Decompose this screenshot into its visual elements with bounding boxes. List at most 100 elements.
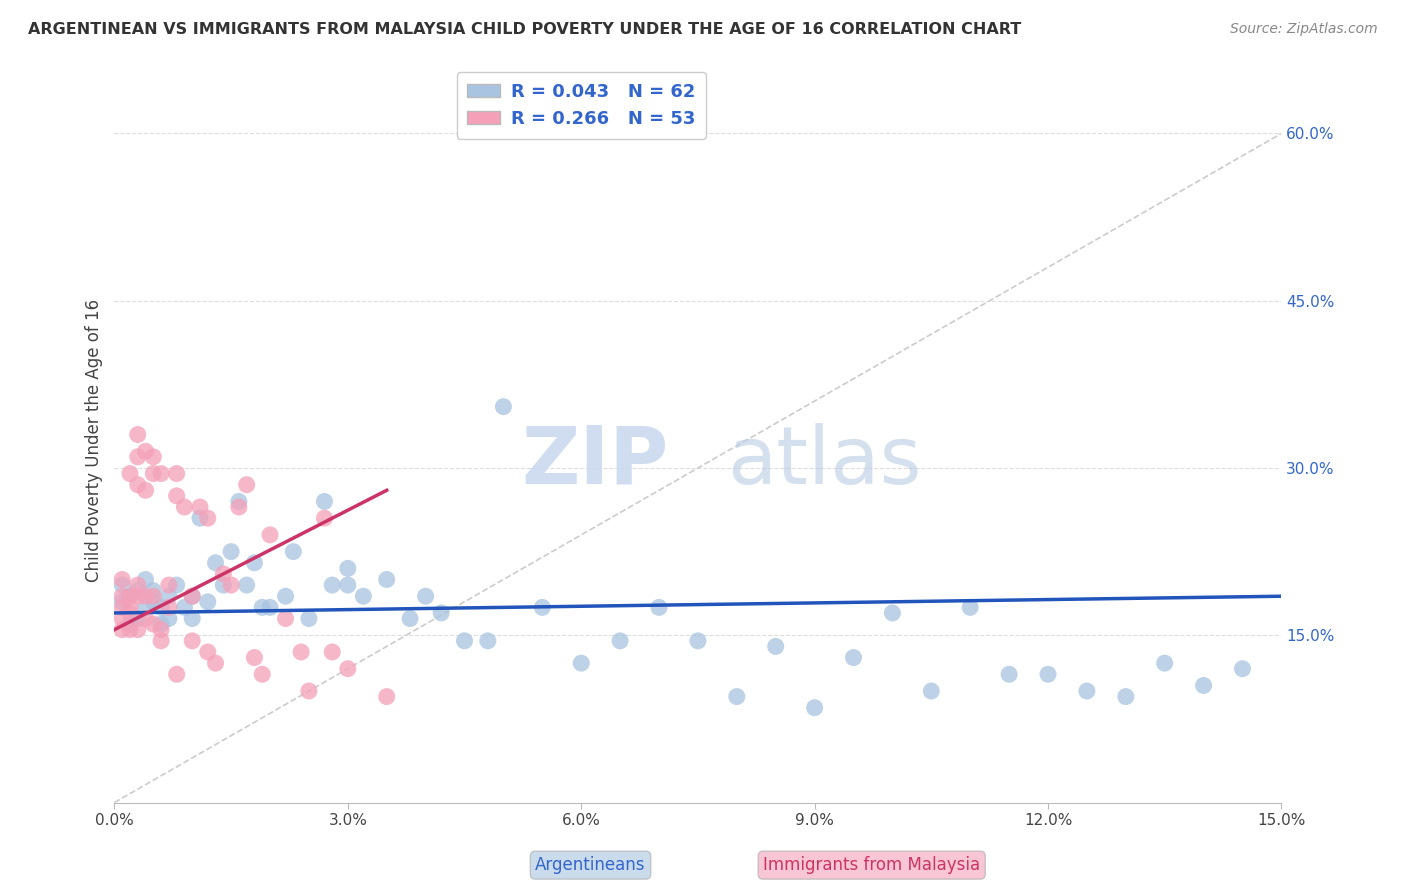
Point	[166, 667, 188, 681]
Point	[1192, 678, 1215, 692]
Point	[142, 467, 165, 481]
Point	[135, 573, 157, 587]
Point	[1232, 662, 1254, 676]
Point	[243, 556, 266, 570]
Point	[142, 450, 165, 464]
Point	[569, 656, 592, 670]
Point	[150, 623, 173, 637]
Point	[127, 427, 149, 442]
Point	[204, 656, 226, 670]
Point	[765, 640, 787, 654]
Point	[648, 600, 671, 615]
Point	[298, 684, 321, 698]
Point	[150, 467, 173, 481]
Legend: R = 0.043   N = 62, R = 0.266   N = 53: R = 0.043 N = 62, R = 0.266 N = 53	[457, 72, 706, 139]
Point	[118, 617, 141, 632]
Point	[1153, 656, 1175, 670]
Point	[375, 573, 398, 587]
Point	[127, 578, 149, 592]
Point	[321, 645, 343, 659]
Point	[135, 600, 157, 615]
Point	[142, 617, 165, 632]
Point	[259, 528, 281, 542]
Point	[157, 600, 180, 615]
Point	[118, 623, 141, 637]
Point	[274, 589, 297, 603]
Point	[142, 589, 165, 603]
Point	[314, 511, 336, 525]
Point	[135, 444, 157, 458]
Point	[686, 633, 709, 648]
Point	[336, 578, 359, 592]
Text: atlas: atlas	[727, 423, 921, 500]
Point	[118, 589, 141, 603]
Y-axis label: Child Poverty Under the Age of 16: Child Poverty Under the Age of 16	[86, 299, 103, 582]
Point	[842, 650, 865, 665]
Point	[197, 511, 219, 525]
Point	[274, 611, 297, 625]
Point	[243, 650, 266, 665]
Point	[166, 578, 188, 592]
Point	[181, 589, 204, 603]
Point	[166, 467, 188, 481]
Point	[882, 606, 904, 620]
Text: Argentineans: Argentineans	[536, 856, 645, 874]
Point	[252, 667, 274, 681]
Point	[181, 589, 204, 603]
Point	[135, 611, 157, 625]
Point	[157, 589, 180, 603]
Point	[283, 544, 305, 558]
Point	[609, 633, 631, 648]
Point	[531, 600, 554, 615]
Point	[1076, 684, 1098, 698]
Point	[150, 617, 173, 632]
Point	[235, 578, 257, 592]
Point	[725, 690, 748, 704]
Point	[920, 684, 942, 698]
Point	[235, 477, 257, 491]
Point	[453, 633, 475, 648]
Point	[111, 578, 134, 592]
Point	[166, 489, 188, 503]
Point	[150, 600, 173, 615]
Point	[127, 477, 149, 491]
Point	[135, 589, 157, 603]
Point	[118, 600, 141, 615]
Point	[314, 494, 336, 508]
Point	[111, 589, 134, 603]
Point	[142, 595, 165, 609]
Point	[228, 500, 250, 514]
Point	[181, 633, 204, 648]
Point	[219, 578, 242, 592]
Point	[181, 611, 204, 625]
Point	[127, 583, 149, 598]
Point	[290, 645, 312, 659]
Point	[127, 623, 149, 637]
Point	[212, 566, 235, 581]
Point	[321, 578, 343, 592]
Point	[111, 611, 134, 625]
Point	[1115, 690, 1137, 704]
Point	[430, 606, 453, 620]
Point	[336, 561, 359, 575]
Point	[173, 500, 195, 514]
Point	[252, 600, 274, 615]
Point	[336, 662, 359, 676]
Point	[127, 589, 149, 603]
Point	[492, 400, 515, 414]
Point	[188, 511, 211, 525]
Point	[219, 544, 242, 558]
Point	[111, 623, 134, 637]
Point	[127, 450, 149, 464]
Point	[118, 589, 141, 603]
Point	[803, 700, 825, 714]
Point	[959, 600, 981, 615]
Point	[259, 600, 281, 615]
Point	[118, 606, 141, 620]
Point	[111, 573, 134, 587]
Text: ZIP: ZIP	[522, 423, 669, 500]
Point	[173, 600, 195, 615]
Point	[135, 483, 157, 498]
Point	[127, 611, 149, 625]
Point	[150, 633, 173, 648]
